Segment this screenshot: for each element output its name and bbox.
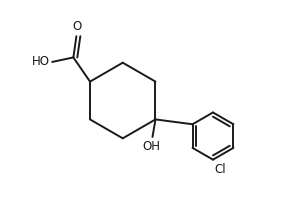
Text: Cl: Cl	[215, 163, 226, 176]
Text: OH: OH	[143, 140, 161, 153]
Text: O: O	[73, 20, 82, 33]
Text: HO: HO	[32, 55, 50, 68]
